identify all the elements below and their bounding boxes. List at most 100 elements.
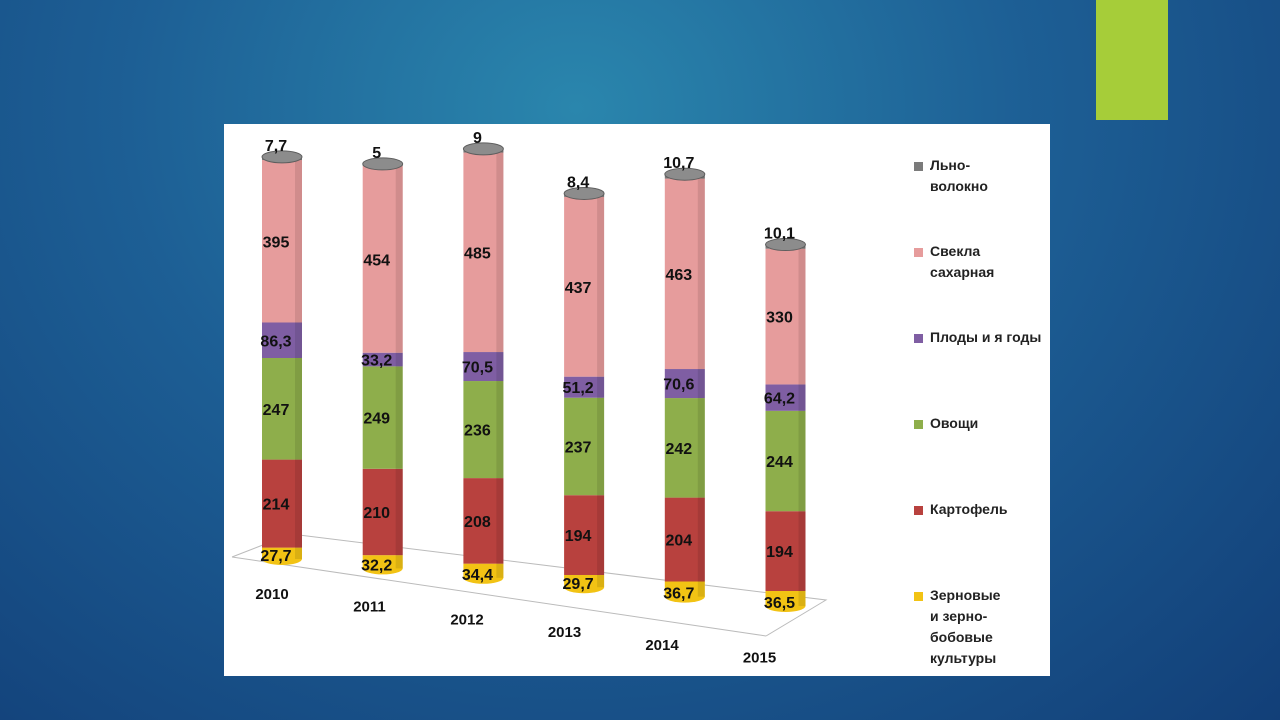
data-label-2010-series-2: 247 <box>263 402 290 419</box>
bar-2011-series-0 <box>362 555 403 569</box>
data-label-2015-series-2: 244 <box>766 454 793 471</box>
data-label-2011-series-0: 32,2 <box>361 557 392 574</box>
legend-swatch <box>914 248 923 257</box>
x-tick-label-2010: 2010 <box>255 586 288 603</box>
data-label-2015-series-0: 36,5 <box>764 595 795 612</box>
legend-item-2: Плоды и я годы <box>914 329 1041 348</box>
bar-2014-series-2 <box>664 398 705 498</box>
bar-2015-series-1 <box>765 511 806 591</box>
bar-shade <box>496 478 504 564</box>
bar-shade <box>697 369 705 399</box>
bar-2013-series-0 <box>564 574 605 588</box>
column-2010 <box>261 150 303 565</box>
data-label-2010-series-0: 27,7 <box>260 548 291 565</box>
chart-legend: Льно- волокно Свекла сахарная Плоды и я го… <box>914 124 1050 676</box>
legend-label: Свекла сахарная <box>930 243 995 280</box>
bar-2011-series-1 <box>362 468 403 556</box>
bar-shade <box>496 152 504 353</box>
x-tick-label-2015: 2015 <box>743 650 776 667</box>
bar-2014-series-4 <box>664 178 705 370</box>
x-tick-label-2013: 2013 <box>548 624 581 641</box>
legend-label: Картофель <box>930 501 1008 517</box>
bar-shade <box>496 563 504 578</box>
bar-2010-series-2 <box>262 357 302 460</box>
bar-2015-series-0 <box>765 590 806 606</box>
data-label-2011-series-1: 210 <box>363 505 390 522</box>
chart-panel: 27,7 214 247 86,3 395 7,7 2010 32,2 210 249 33,2 45… <box>224 124 1050 676</box>
bar-shade <box>798 511 806 591</box>
bar-2012-series-4 <box>463 152 504 353</box>
data-label-2014-series-1: 204 <box>665 533 692 550</box>
data-label-2010-series-4: 395 <box>263 234 290 251</box>
bar-2015-series-2 <box>765 410 806 512</box>
bar-shade <box>697 178 705 370</box>
legend-label: Овощи <box>930 415 979 431</box>
bar-2010-series-0 <box>262 547 302 559</box>
bar-shade <box>295 547 302 559</box>
data-label-2011-series-5: 5 <box>372 145 381 162</box>
stacked-column-chart: 27,7 214 247 86,3 395 7,7 2010 32,2 210 249 33,2 45… <box>231 130 828 667</box>
legend-label: Зерновые и зерно- бобовые культуры <box>930 587 1001 666</box>
data-label-2014-series-0: 36,7 <box>663 586 694 603</box>
data-label-2015-series-5: 10,1 <box>764 226 795 243</box>
column-top-cap <box>664 167 706 181</box>
data-label-2014-series-5: 10,7 <box>663 155 694 172</box>
bar-shade <box>597 397 605 496</box>
bar-shade <box>295 357 302 460</box>
bar-shade <box>295 459 302 548</box>
bar-2013-series-2 <box>564 397 605 496</box>
legend-item-5: Зерновые и зерно- бобовые культуры <box>914 587 1001 669</box>
bar-shade <box>697 581 705 597</box>
column-2014 <box>664 167 706 603</box>
data-label-2011-series-4: 454 <box>363 252 390 269</box>
bar-2010-series-1 <box>262 459 302 548</box>
column-2012 <box>462 142 504 584</box>
bar-2013-series-1 <box>564 495 605 575</box>
bar-shade <box>395 555 403 569</box>
bar-2012-series-3 <box>463 352 504 382</box>
bar-shade <box>295 322 302 358</box>
bar-shade <box>798 410 806 512</box>
data-label-2012-series-4: 485 <box>464 245 491 262</box>
data-label-2013-series-2: 237 <box>565 439 592 456</box>
bar-2010-series-3 <box>262 322 302 358</box>
bar-2013-series-3 <box>564 376 605 398</box>
data-label-2014-series-3: 70,6 <box>663 377 694 394</box>
column-top-cap <box>563 186 605 200</box>
bar-shade <box>597 376 605 398</box>
bar-2013-series-4 <box>564 196 605 377</box>
bar-shade <box>496 352 504 382</box>
data-label-2014-series-2: 242 <box>665 441 692 458</box>
x-tick-label-2012: 2012 <box>450 611 483 628</box>
legend-item-4: Картофель <box>914 501 1008 520</box>
column-top-cap <box>261 150 303 164</box>
bar-shade <box>395 468 403 556</box>
data-label-2015-series-1: 194 <box>766 544 793 561</box>
column-2011 <box>362 157 404 575</box>
data-label-2013-series-4: 437 <box>565 280 592 297</box>
column-top-cap <box>362 157 404 171</box>
bar-2011-series-4 <box>362 165 403 353</box>
column-2013 <box>563 186 605 594</box>
bar-shade <box>597 196 605 377</box>
legend-swatch <box>914 162 923 171</box>
bar-shade <box>496 381 504 479</box>
chart-floor <box>231 533 828 637</box>
bar-2012-series-2 <box>463 381 504 479</box>
data-label-2011-series-2: 249 <box>363 411 390 428</box>
bar-2011-series-3 <box>362 352 403 367</box>
data-label-2012-series-0: 34,4 <box>462 567 493 584</box>
legend-swatch <box>914 420 923 429</box>
data-label-2013-series-5: 8,4 <box>567 174 589 191</box>
bar-shade <box>798 590 806 606</box>
bar-shade <box>697 398 705 498</box>
data-label-2011-series-3: 33,2 <box>361 353 392 370</box>
bar-shade <box>798 384 806 411</box>
data-label-2012-series-1: 208 <box>464 514 491 531</box>
x-tick-label-2011: 2011 <box>353 599 386 616</box>
bar-2010-series-4 <box>262 160 302 323</box>
bar-shade <box>395 352 403 367</box>
data-label-2013-series-3: 51,2 <box>563 380 594 397</box>
data-label-2013-series-1: 194 <box>565 528 592 545</box>
data-label-2015-series-4: 330 <box>766 310 793 327</box>
